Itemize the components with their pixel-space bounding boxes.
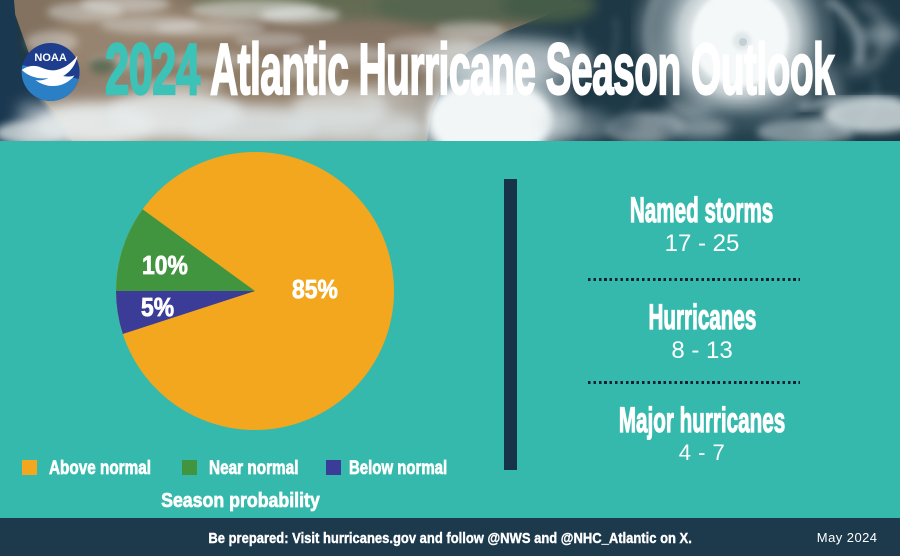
svg-text:NOAA: NOAA (34, 52, 66, 64)
